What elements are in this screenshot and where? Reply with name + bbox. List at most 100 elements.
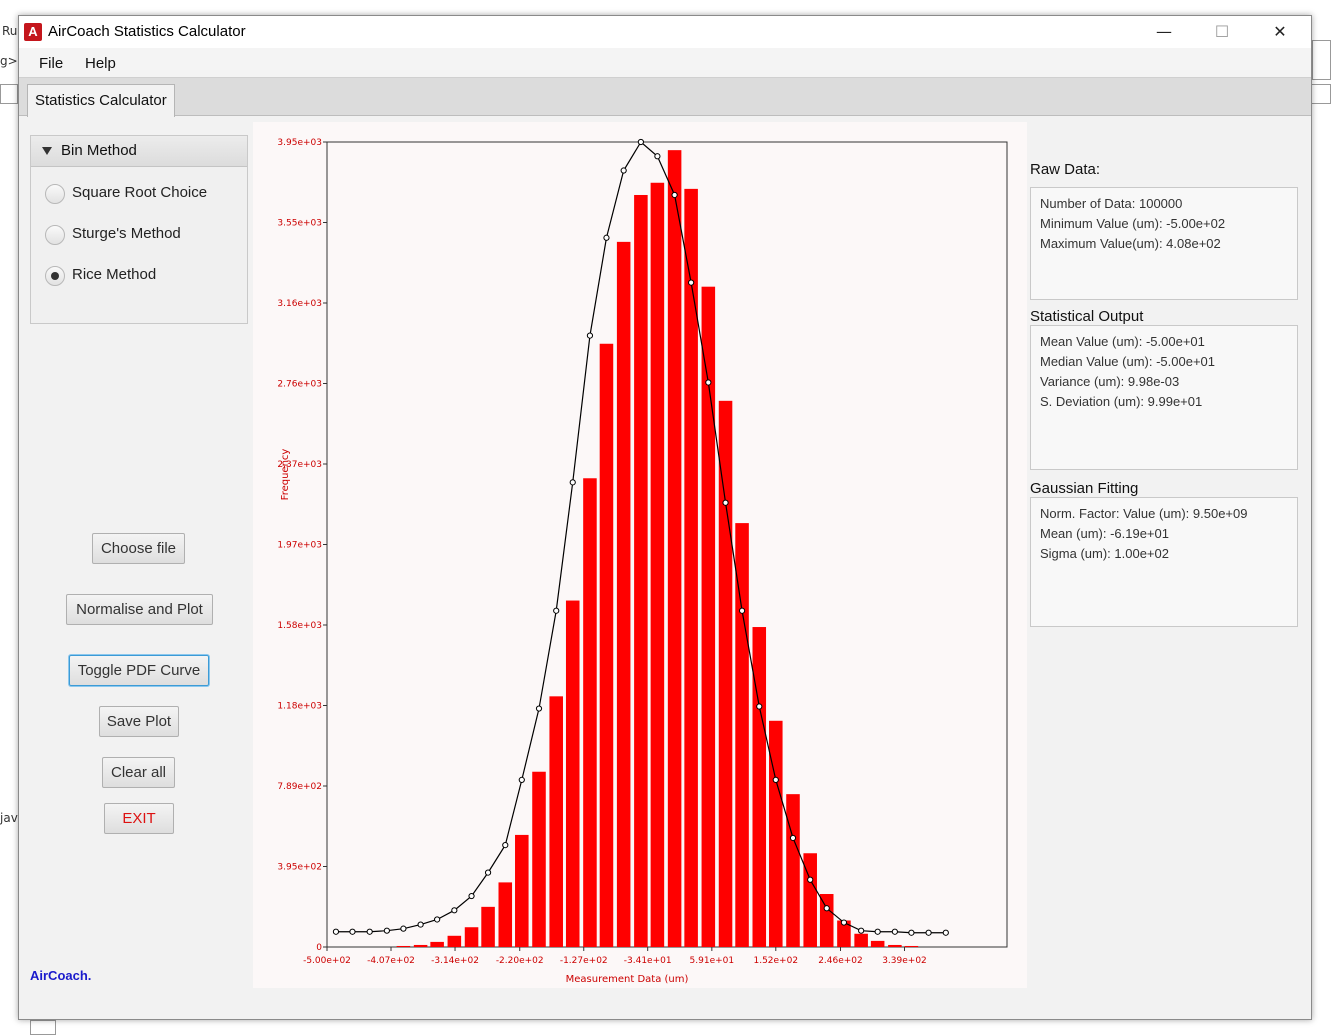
y-tick-label: 1.58e+03 <box>277 621 322 631</box>
pdf-curve-point <box>756 703 763 710</box>
pdf-curve-point <box>332 928 340 935</box>
stat-line: Median Value (um): -5.00e+01 <box>1040 354 1215 369</box>
histogram-bar <box>870 940 885 947</box>
statistical-output-box: Mean Value (um): -5.00e+01 Median Value … <box>1030 325 1298 470</box>
radio-label: Square Root Choice <box>72 184 208 201</box>
raw-data-box: Number of Data: 100000 Minimum Value (um… <box>1030 187 1298 300</box>
bin-method-header[interactable]: Bin Method <box>31 136 247 167</box>
choose-file-button[interactable]: Choose file <box>92 533 185 564</box>
histogram-bar <box>735 523 749 947</box>
histogram-bar <box>549 696 563 947</box>
close-button[interactable]: ✕ <box>1273 22 1287 41</box>
gaussian-fitting-label: Gaussian Fitting <box>1030 480 1139 497</box>
histogram-chart: 0 3.95e+02 7.89e+02 1.18e+03 1.58e+03 1.97e+0… <box>277 138 1008 985</box>
histogram-bar <box>650 182 665 947</box>
pdf-curve-point <box>400 925 407 932</box>
clear-all-button[interactable]: Clear all <box>102 757 175 788</box>
x-tick-label: 5.91e+01 <box>690 956 735 966</box>
x-tick-label: -3.41e+01 <box>624 956 672 966</box>
tab-statistics-calculator[interactable]: Statistics Calculator <box>27 84 175 117</box>
background-text: g> <box>0 54 18 68</box>
background-text: Ru <box>2 24 18 38</box>
exit-button[interactable]: EXIT <box>104 803 174 834</box>
pdf-curve-point <box>349 928 356 935</box>
histogram-bar <box>786 794 800 947</box>
bin-method-panel: Bin Method Square Root Choice Sturge's M… <box>30 135 248 324</box>
pdf-curve-point <box>518 776 525 783</box>
main-window: A AirCoach Statistics Calculator — ☐ ✕ F… <box>18 15 1312 1020</box>
y-tick-label: 1.97e+03 <box>277 541 322 551</box>
pdf-curve-point <box>451 907 458 914</box>
pdf-curve-point <box>874 928 881 935</box>
pdf-curve-point <box>383 927 390 934</box>
histogram-bar <box>803 853 817 947</box>
title-bar[interactable]: A AirCoach Statistics Calculator — ☐ ✕ <box>19 16 1311 48</box>
histogram-bar <box>701 286 716 948</box>
pdf-curve-point <box>772 776 779 783</box>
y-tick-label: 2.37e+03 <box>277 460 322 470</box>
histogram-bar <box>634 194 648 948</box>
menu-help[interactable]: Help <box>85 55 116 72</box>
raw-data-line: Number of Data: 100000 <box>1040 196 1183 211</box>
pdf-curve-point <box>569 479 576 486</box>
y-tick-label: 3.55e+03 <box>277 219 322 229</box>
x-tick-label: -2.20e+02 <box>496 956 544 966</box>
y-axis-label: Frequency <box>280 449 291 501</box>
gauss-line: Mean (um): -6.19e+01 <box>1040 526 1169 541</box>
stat-line: Mean Value (um): -5.00e+01 <box>1040 334 1205 349</box>
pdf-curve-point <box>417 921 424 928</box>
bin-method-title: Bin Method <box>61 142 137 159</box>
maximize-button[interactable]: ☐ <box>1214 22 1230 41</box>
histogram-bar <box>888 944 902 947</box>
pdf-curve-point <box>942 929 949 936</box>
x-tick-label: 1.52e+02 <box>753 956 798 966</box>
pdf-curve-point <box>502 842 509 849</box>
tab-bar: Statistics Calculator <box>19 78 1311 117</box>
histogram-bar <box>819 894 834 947</box>
menu-file[interactable]: File <box>39 55 64 72</box>
histogram-bar <box>413 944 428 947</box>
pdf-curve-point <box>823 905 830 912</box>
y-tick-label: 1.18e+03 <box>277 702 322 712</box>
pdf-curve-point <box>586 332 594 339</box>
histogram-bar <box>396 945 411 947</box>
y-tick-label: 7.89e+02 <box>277 782 322 792</box>
save-plot-button[interactable]: Save Plot <box>99 706 179 737</box>
toggle-pdf-curve-button[interactable]: Toggle PDF Curve <box>69 655 209 686</box>
plot-frame <box>326 141 1008 948</box>
stat-line: Variance (um): 9.98e-03 <box>1040 374 1180 389</box>
radio-button-icon[interactable] <box>45 225 65 245</box>
app-icon: A <box>24 23 42 41</box>
radio-button-icon[interactable] <box>45 184 65 204</box>
radio-label: Sturge's Method <box>72 225 181 242</box>
y-tick-label: 2.76e+03 <box>277 380 322 390</box>
pdf-curve-point <box>535 705 543 712</box>
background-panel <box>0 84 18 104</box>
gauss-line: Norm. Factor: Value (um): 9.50e+09 <box>1040 506 1248 521</box>
histogram-bar <box>904 945 919 947</box>
histogram-bar <box>447 935 462 947</box>
normalise-plot-button[interactable]: Normalise and Plot <box>66 594 213 625</box>
histogram-bar <box>769 720 783 947</box>
pdf-curve-point <box>484 869 492 876</box>
pdf-curve-point <box>925 929 932 936</box>
pdf-curve-point <box>722 499 729 506</box>
x-tick-label: -5.00e+02 <box>303 956 351 966</box>
histogram-bar <box>616 241 631 948</box>
y-tick-label: 0 <box>316 943 322 953</box>
histogram-bar <box>481 906 495 947</box>
gaussian-fitting-box: Norm. Factor: Value (um): 9.50e+09 Mean … <box>1030 497 1298 627</box>
background-panel <box>1312 40 1331 80</box>
radio-button-selected-icon[interactable] <box>45 266 65 286</box>
pdf-curve-point <box>671 191 678 199</box>
histogram-bar <box>498 882 513 947</box>
histogram-chart-area: 0 3.95e+02 7.89e+02 1.18e+03 1.58e+03 1.97e+0… <box>253 122 1027 988</box>
background-panel <box>30 1020 56 1035</box>
histogram-bar <box>854 933 868 947</box>
raw-data-label: Raw Data: <box>1030 161 1101 178</box>
minimize-button[interactable]: — <box>1156 22 1172 41</box>
menu-bar: File Help <box>19 48 1311 78</box>
histogram-bar <box>430 941 444 947</box>
y-tick-label: 3.95e+02 <box>277 863 322 873</box>
histogram-bar <box>464 927 479 947</box>
